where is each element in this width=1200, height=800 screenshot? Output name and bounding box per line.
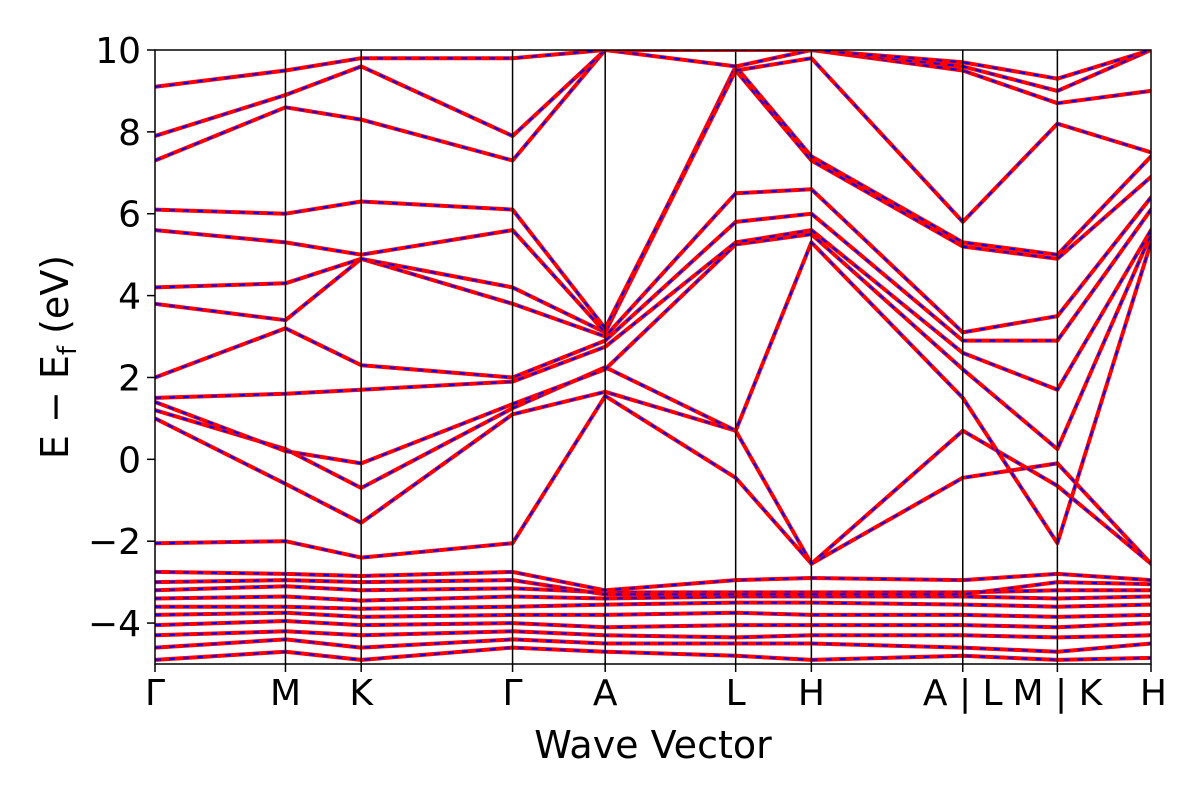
band-line <box>155 64 1151 335</box>
band-line-overlay <box>155 390 1151 565</box>
y-tick-label: −2 <box>88 522 141 563</box>
band-line <box>155 637 1151 654</box>
band-line <box>155 50 1151 163</box>
x-tick-label: M | K <box>1013 673 1104 714</box>
band-line-overlay <box>155 611 1151 618</box>
band-line-overlay <box>155 601 1151 610</box>
band-line-overlay <box>155 646 1151 661</box>
x-tick-label: A | L <box>923 673 1003 714</box>
x-tick-label: H <box>1140 673 1167 714</box>
band-line-overlay <box>155 69 1151 334</box>
y-axis-title: E − Ef (eV) <box>33 255 83 459</box>
y-tick-label: 2 <box>118 358 141 399</box>
band-line <box>155 619 1151 630</box>
band-line <box>155 232 1151 466</box>
y-axis-title-unit: (eV) <box>33 255 77 346</box>
x-tick-label: L <box>726 673 746 714</box>
band-line-overlay <box>155 585 1151 594</box>
band-line-overlay <box>155 630 1151 639</box>
band-line <box>155 228 1151 400</box>
y-tick-label: 0 <box>118 440 141 481</box>
y-axis-title-main: E − E <box>33 355 77 459</box>
y-tick-label: 4 <box>118 277 141 318</box>
x-tick-label: M <box>270 673 301 714</box>
band-line-overlay <box>155 50 1151 137</box>
x-tick-label: A <box>593 673 618 714</box>
band-line-overlay <box>155 57 1151 330</box>
x-tick-label: Γ <box>503 673 523 714</box>
band-line <box>155 240 1151 546</box>
x-tick-label: Γ <box>145 673 165 714</box>
band-line-overlay <box>155 620 1151 629</box>
band-line-overlay <box>155 595 1151 602</box>
band-line-overlay <box>155 50 1151 88</box>
band-line-overlay <box>155 188 1151 338</box>
y-tick-label: 6 <box>118 195 141 236</box>
band-line-overlay <box>155 229 1151 399</box>
band-line <box>155 393 1151 566</box>
y-tick-label: 10 <box>95 31 141 72</box>
band-line <box>155 594 1151 603</box>
y-tick-label: 8 <box>118 113 141 154</box>
band-line <box>155 389 1151 566</box>
band-line <box>155 50 1151 138</box>
bands-layer <box>155 50 1151 662</box>
band-line-overlay <box>155 570 1151 592</box>
band-line-overlay <box>155 209 1151 379</box>
band-line-overlay <box>155 233 1151 465</box>
high-symmetry-lines <box>284 50 1059 664</box>
band-line-overlay <box>155 579 1151 596</box>
band-line <box>155 56 1151 331</box>
y-axis-title-subscript: f <box>53 345 83 355</box>
band-line <box>155 629 1151 640</box>
y-axis: −4 −2 0 2 4 6 8 10 <box>88 31 155 645</box>
x-tick-label: K <box>349 673 374 714</box>
band-line-overlay <box>155 65 1151 334</box>
band-line-overlay <box>155 638 1151 653</box>
x-axis-title: Wave Vector <box>534 723 772 767</box>
band-line <box>155 600 1151 611</box>
band-line <box>155 610 1151 619</box>
x-tick-label: H <box>798 673 825 714</box>
band-line-overlay <box>155 394 1151 565</box>
plot-frame <box>154 49 1152 665</box>
y-tick-label: −4 <box>88 604 141 645</box>
